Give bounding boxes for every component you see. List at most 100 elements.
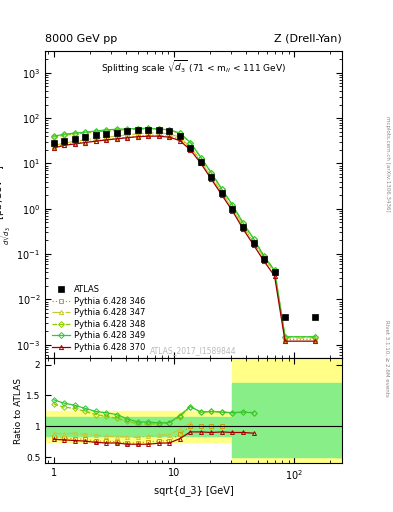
Pythia 6.428 346 [177, 136, 182, 142]
Pythia 6.428 347 [51, 142, 56, 148]
Pythia 6.428 347 [177, 134, 182, 140]
Pythia 6.428 346 [198, 159, 203, 165]
Pythia 6.428 349 [104, 127, 108, 133]
Pythia 6.428 349 [94, 128, 98, 134]
Pythia 6.428 348 [230, 202, 235, 208]
ATLAS [94, 132, 98, 138]
Pythia 6.428 348 [156, 126, 161, 132]
Pythia 6.428 346 [104, 136, 108, 142]
Text: 8000 GeV pp: 8000 GeV pp [45, 33, 118, 44]
Pythia 6.428 370 [156, 133, 161, 139]
ATLAS [62, 138, 66, 144]
ATLAS [272, 269, 277, 275]
Pythia 6.428 346 [188, 145, 193, 151]
Text: Rivet 3.1.10, ≥ 2.6M events: Rivet 3.1.10, ≥ 2.6M events [385, 320, 389, 397]
Pythia 6.428 347 [188, 144, 193, 150]
ATLAS [83, 134, 88, 140]
Pythia 6.428 349 [272, 267, 277, 273]
ATLAS [72, 136, 77, 142]
Pythia 6.428 348 [272, 267, 277, 273]
Pythia 6.428 370 [62, 142, 66, 148]
ATLAS [114, 130, 119, 136]
ATLAS [156, 127, 161, 133]
Pythia 6.428 346 [51, 144, 56, 150]
Pythia 6.428 349 [167, 127, 172, 133]
Pythia 6.428 347 [94, 135, 98, 141]
ATLAS [230, 206, 235, 212]
ATLAS [136, 127, 140, 133]
Pythia 6.428 347 [125, 132, 130, 138]
Pythia 6.428 347 [220, 189, 224, 196]
Pythia 6.428 346 [62, 142, 66, 148]
Pythia 6.428 348 [262, 253, 266, 259]
Pythia 6.428 370 [198, 160, 203, 166]
Pythia 6.428 349 [62, 131, 66, 137]
Pythia 6.428 346 [220, 190, 224, 196]
Line: Pythia 6.428 346: Pythia 6.428 346 [51, 133, 317, 342]
Pythia 6.428 348 [104, 128, 108, 134]
Pythia 6.428 347 [104, 134, 108, 140]
Pythia 6.428 370 [283, 338, 287, 344]
Pythia 6.428 346 [209, 174, 214, 180]
Pythia 6.428 349 [72, 130, 77, 136]
Pythia 6.428 347 [209, 173, 214, 179]
Pythia 6.428 347 [198, 158, 203, 164]
Pythia 6.428 349 [209, 170, 214, 176]
Pythia 6.428 348 [220, 186, 224, 193]
Pythia 6.428 346 [283, 336, 287, 343]
Pythia 6.428 349 [220, 186, 224, 193]
Line: Pythia 6.428 370: Pythia 6.428 370 [51, 134, 317, 343]
Pythia 6.428 370 [272, 273, 277, 279]
Pythia 6.428 349 [241, 220, 245, 226]
Pythia 6.428 370 [125, 135, 130, 141]
Pythia 6.428 349 [51, 133, 56, 139]
Pythia 6.428 346 [167, 133, 172, 139]
Pythia 6.428 346 [156, 132, 161, 138]
Pythia 6.428 370 [72, 141, 77, 147]
Pythia 6.428 370 [209, 176, 214, 182]
Pythia 6.428 346 [230, 206, 235, 212]
Pythia 6.428 370 [51, 145, 56, 151]
Pythia 6.428 347 [62, 140, 66, 146]
Text: Splitting scale $\sqrt{d_3}$ (71 < m$_{ll}$ < 111 GeV): Splitting scale $\sqrt{d_3}$ (71 < m$_{l… [101, 59, 286, 76]
Pythia 6.428 349 [146, 125, 151, 131]
Pythia 6.428 347 [72, 138, 77, 144]
Line: ATLAS: ATLAS [51, 126, 318, 321]
Pythia 6.428 346 [241, 224, 245, 230]
Pythia 6.428 346 [251, 240, 256, 246]
Pythia 6.428 346 [136, 133, 140, 139]
Pythia 6.428 348 [313, 334, 318, 340]
Pythia 6.428 346 [72, 140, 77, 146]
ATLAS [167, 128, 172, 134]
Pythia 6.428 346 [146, 132, 151, 138]
ATLAS [313, 314, 318, 321]
Pythia 6.428 370 [167, 134, 172, 140]
Pythia 6.428 348 [83, 130, 88, 136]
Pythia 6.428 370 [251, 242, 256, 248]
Pythia 6.428 349 [114, 126, 119, 132]
Legend: ATLAS, Pythia 6.428 346, Pythia 6.428 347, Pythia 6.428 348, Pythia 6.428 349, P: ATLAS, Pythia 6.428 346, Pythia 6.428 34… [50, 283, 147, 354]
ATLAS [241, 224, 245, 230]
Pythia 6.428 370 [104, 137, 108, 143]
Pythia 6.428 347 [167, 131, 172, 137]
ATLAS [220, 190, 224, 196]
Pythia 6.428 348 [167, 127, 172, 133]
Pythia 6.428 370 [230, 208, 235, 214]
Pythia 6.428 348 [198, 155, 203, 161]
Pythia 6.428 349 [230, 202, 235, 208]
Pythia 6.428 349 [251, 236, 256, 242]
Pythia 6.428 347 [156, 130, 161, 136]
Pythia 6.428 347 [313, 335, 318, 341]
Pythia 6.428 370 [262, 258, 266, 264]
Pythia 6.428 347 [251, 239, 256, 245]
Pythia 6.428 370 [83, 139, 88, 145]
Pythia 6.428 348 [146, 126, 151, 132]
Pythia 6.428 349 [156, 126, 161, 132]
Pythia 6.428 370 [94, 138, 98, 144]
Pythia 6.428 348 [241, 220, 245, 226]
Pythia 6.428 348 [209, 170, 214, 176]
Pythia 6.428 348 [283, 334, 287, 340]
Pythia 6.428 348 [72, 131, 77, 137]
Pythia 6.428 347 [230, 205, 235, 211]
ATLAS [188, 145, 193, 151]
